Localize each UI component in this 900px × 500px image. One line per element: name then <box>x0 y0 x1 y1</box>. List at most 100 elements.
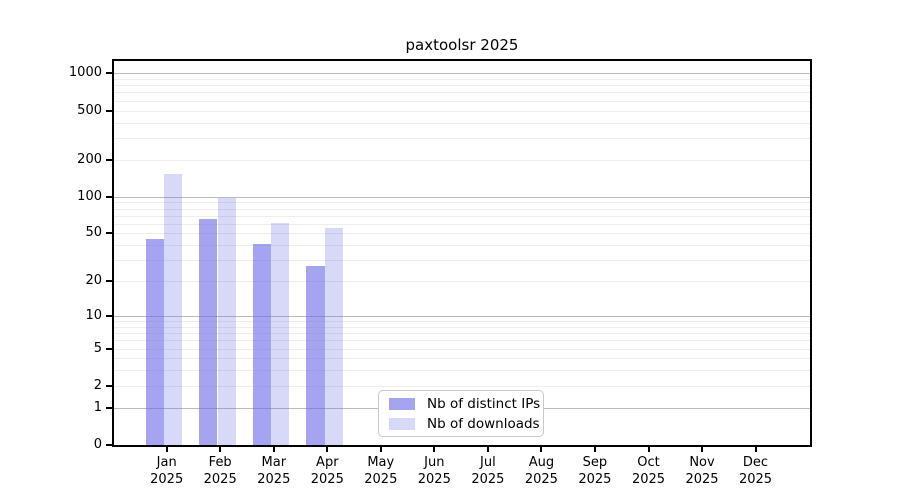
x-tick-month: Jun <box>424 455 445 470</box>
bar-downloads-jan <box>164 174 183 445</box>
minor-gridline <box>114 348 810 350</box>
x-tick-mark <box>540 447 543 452</box>
minor-gridline <box>114 202 810 204</box>
x-tick-label: Jun 2025 <box>402 454 466 488</box>
bar-distinct-ips-jan <box>145 239 164 445</box>
x-tick-label: Feb 2025 <box>188 454 252 488</box>
x-tick-year: 2025 <box>631 472 666 487</box>
major-gridline <box>114 196 810 198</box>
bar-downloads-mar <box>271 222 290 445</box>
y-tick-label: 0 <box>93 437 102 452</box>
y-tick-label: 1 <box>93 399 102 415</box>
y-tick-mark <box>106 195 112 198</box>
y-tick-label: 50 <box>85 225 102 241</box>
major-gridline <box>114 73 810 75</box>
x-tick-mark <box>647 447 650 452</box>
x-tick-month: Mar <box>261 455 287 470</box>
x-tick-month: Dec <box>742 455 769 470</box>
minor-gridline <box>114 321 810 323</box>
x-tick-year: 2025 <box>310 472 344 487</box>
y-tick-label: 2 <box>93 377 102 393</box>
x-tick-month: May <box>367 455 395 470</box>
x-tick-mark <box>701 447 703 452</box>
bar-downloads-feb <box>217 197 236 445</box>
minor-gridline <box>114 110 810 112</box>
y-tick-mark <box>106 315 112 317</box>
minor-gridline <box>114 245 810 247</box>
x-tick-label: Mar 2025 <box>242 454 306 488</box>
major-gridline <box>114 316 810 317</box>
x-tick-year: 2025 <box>471 472 505 487</box>
y-tick-label: 1000 <box>68 65 102 81</box>
x-tick-mark <box>593 447 596 452</box>
legend-label-downloads: Nb of downloads <box>427 415 540 432</box>
y-tick-mark <box>106 109 112 112</box>
legend-swatch-distinct-ips-icon <box>389 397 415 410</box>
x-tick-year: 2025 <box>524 472 558 487</box>
x-tick-year: 2025 <box>685 472 719 487</box>
x-tick-year: 2025 <box>203 472 237 487</box>
x-tick-label: Sep 2025 <box>563 454 627 488</box>
x-tick-month: Sep <box>582 455 608 470</box>
minor-gridline <box>114 358 810 360</box>
plot-area: Nb of distinct IPs Nb of downloads <box>112 59 812 447</box>
y-tick-mark <box>106 444 112 446</box>
minor-gridline <box>114 208 810 210</box>
y-tick-mark <box>106 158 112 161</box>
bar-distinct-ips-apr <box>306 265 325 445</box>
bar-distinct-ips-feb <box>199 218 218 445</box>
minor-gridline <box>114 85 810 87</box>
x-tick-label: Aug 2025 <box>509 454 573 488</box>
minor-gridline <box>114 340 810 342</box>
y-tick-label: 10 <box>85 308 102 323</box>
y-tick-label: 100 <box>77 188 102 204</box>
y-tick-mark <box>106 384 112 387</box>
minor-gridline <box>114 100 810 102</box>
x-tick-year: 2025 <box>150 472 184 487</box>
minor-gridline <box>114 333 810 335</box>
minor-gridline <box>114 122 810 124</box>
x-tick-label: May 2025 <box>349 454 413 488</box>
minor-gridline <box>114 159 810 161</box>
x-tick-mark <box>486 447 489 452</box>
x-tick-year: 2025 <box>738 472 773 487</box>
x-tick-label: Jul 2025 <box>456 454 520 488</box>
y-tick-label: 500 <box>77 102 102 118</box>
minor-gridline <box>114 137 810 139</box>
x-tick-month: Jan <box>156 455 177 470</box>
x-tick-mark <box>754 447 757 452</box>
x-tick-month: Oct <box>637 455 660 470</box>
chart-title: paxtoolsr 2025 <box>405 36 519 54</box>
x-tick-label: Jan 2025 <box>135 454 199 488</box>
bar-distinct-ips-mar <box>252 243 272 445</box>
y-tick-label: 20 <box>85 273 102 289</box>
y-tick-mark <box>106 280 112 283</box>
minor-gridline <box>114 92 810 94</box>
x-tick-mark <box>165 447 168 452</box>
legend: Nb of distinct IPs Nb of downloads <box>378 390 544 437</box>
x-tick-month: Nov <box>689 455 715 470</box>
x-tick-mark <box>326 447 329 452</box>
y-tick-label: 200 <box>77 151 102 167</box>
x-tick-month: Aug <box>528 455 555 470</box>
minor-gridline <box>114 326 810 328</box>
minor-gridline <box>114 370 810 372</box>
x-tick-month: Feb <box>208 455 232 470</box>
minor-gridline <box>114 260 810 262</box>
x-tick-label: Dec 2025 <box>724 454 788 488</box>
x-tick-month: Jul <box>480 455 496 470</box>
minor-gridline <box>114 281 810 283</box>
x-tick-label: Nov 2025 <box>670 454 734 488</box>
legend-row-distinct-ips: Nb of distinct IPs <box>389 396 540 412</box>
x-tick-year: 2025 <box>417 472 451 487</box>
minor-gridline <box>114 215 810 217</box>
x-tick-year: 2025 <box>578 472 612 487</box>
legend-swatch-downloads-icon <box>389 417 415 430</box>
legend-label-distinct-ips: Nb of distinct IPs <box>427 395 541 412</box>
y-tick-mark <box>106 72 112 75</box>
x-tick-month: Apr <box>316 455 339 470</box>
x-tick-year: 2025 <box>257 472 291 487</box>
minor-gridline <box>114 385 810 387</box>
bar-downloads-apr <box>324 228 343 445</box>
